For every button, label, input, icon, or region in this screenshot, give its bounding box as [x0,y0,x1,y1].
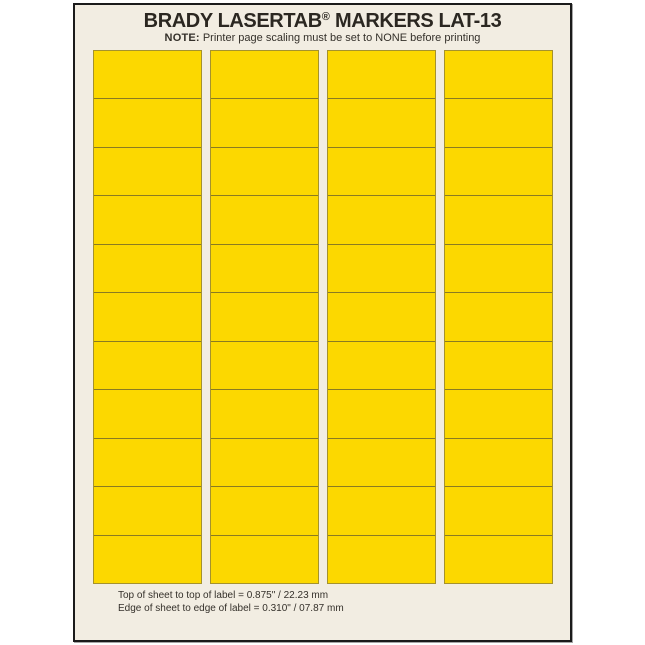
label-column [210,50,319,584]
label-cell [328,98,435,146]
label-cell [211,389,318,437]
label-cell [94,292,201,340]
label-cell [94,51,201,98]
label-cell [94,243,201,292]
label-cell [328,243,435,292]
dimension-notes: Top of sheet to top of label = 0.875" / … [118,589,344,615]
label-cell [445,340,552,389]
printing-note: NOTE: Printer page scaling must be set t… [75,32,570,44]
printing-note-text: Printer page scaling must be set to NONE… [202,32,481,44]
label-cell [211,534,318,583]
label-cell [445,98,552,146]
label-cell [445,437,552,486]
label-cell [445,389,552,437]
label-cell [445,146,552,195]
registered-trademark-symbol: ® [321,11,330,23]
label-sheet: BRADY LASERTAB® MARKERS LAT-13 NOTE: Pri… [73,3,572,642]
sheet-title-model: MARKERS LAT-13 [329,10,502,32]
label-cell [211,292,318,340]
label-cell [94,98,201,146]
label-cell [211,146,318,195]
label-cell [328,292,435,340]
label-cell [328,437,435,486]
label-cell [445,243,552,292]
label-cell [211,437,318,486]
sheet-title-brand: BRADY LASERTAB [143,10,323,32]
label-cell [328,389,435,437]
label-cell [94,389,201,437]
label-cell [445,486,552,534]
label-cell [211,486,318,534]
label-cell [445,292,552,340]
dimension-edge-of-sheet: Edge of sheet to edge of label = 0.310" … [118,603,344,614]
label-cell [328,486,435,534]
label-cell [211,98,318,146]
label-grid [93,50,553,584]
label-cell [94,486,201,534]
label-cell [211,195,318,243]
label-cell [94,340,201,389]
printing-note-label: NOTE: [164,32,200,44]
label-cell [328,340,435,389]
label-cell [445,534,552,583]
label-cell [211,340,318,389]
label-cell [94,195,201,243]
label-cell [445,195,552,243]
label-cell [211,51,318,98]
label-cell [328,146,435,195]
label-cell [328,51,435,98]
label-cell [328,534,435,583]
label-cell [94,534,201,583]
sheet-title: BRADY LASERTAB® MARKERS LAT-13 [75,10,570,33]
label-column [327,50,436,584]
label-cell [94,437,201,486]
label-cell [328,195,435,243]
label-column [444,50,553,584]
label-cell [94,146,201,195]
label-cell [445,51,552,98]
label-cell [211,243,318,292]
dimension-top-of-sheet: Top of sheet to top of label = 0.875" / … [118,590,329,601]
label-column [93,50,202,584]
